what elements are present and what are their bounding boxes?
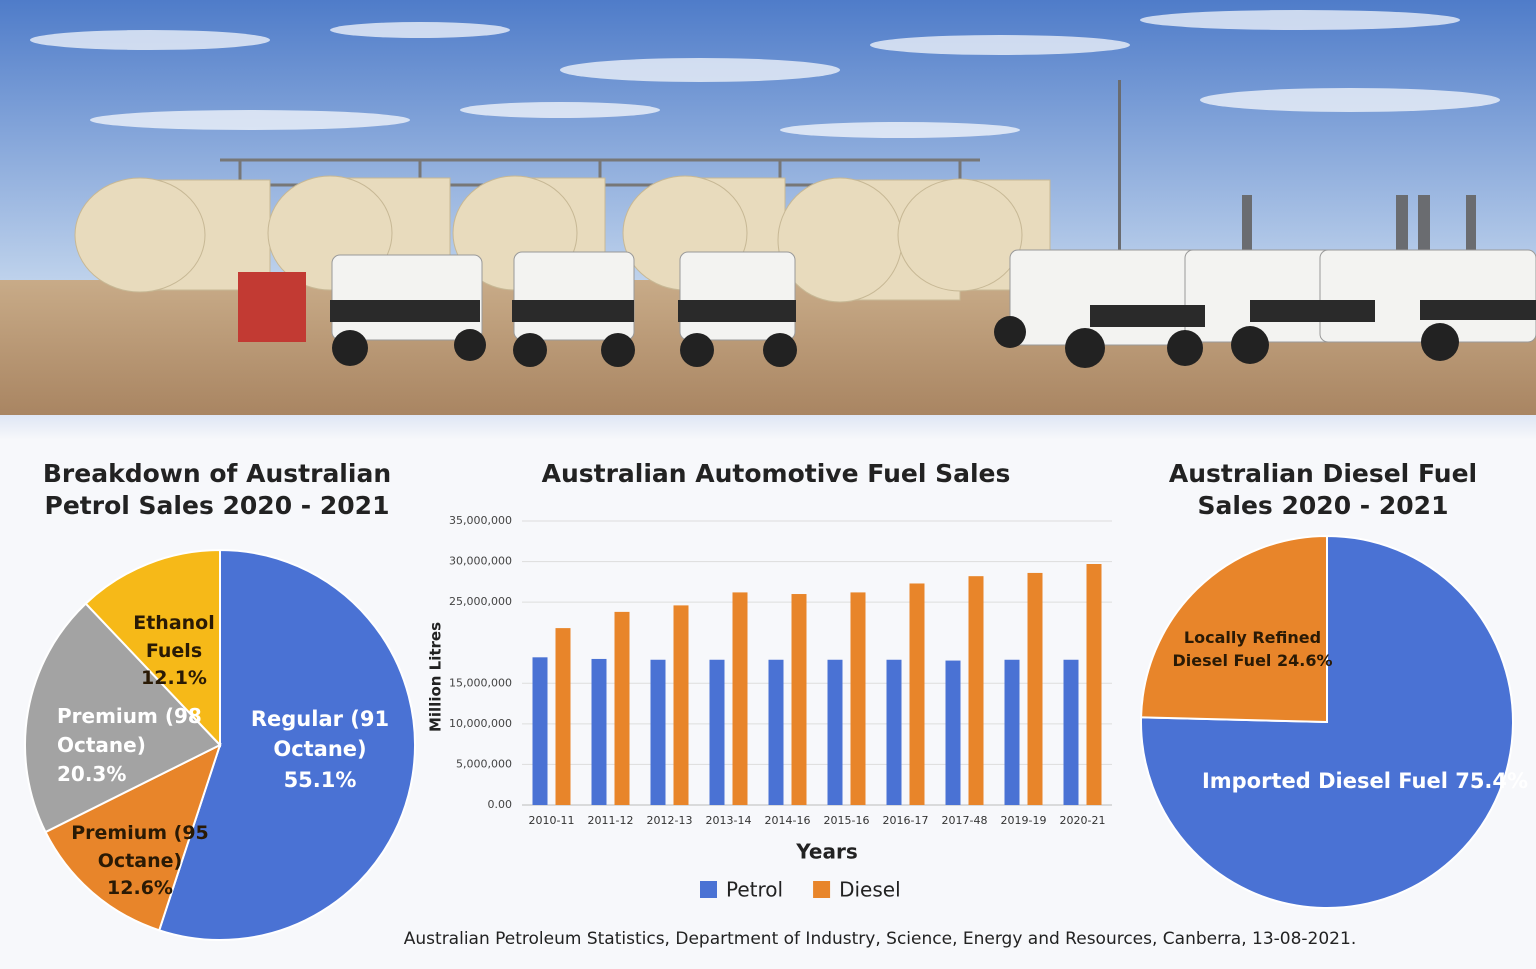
legend-label: Diesel — [839, 878, 901, 902]
slice-value: 75.4% — [1455, 769, 1529, 793]
legend-swatch — [813, 881, 831, 898]
pie-slice — [1140, 534, 1328, 724]
refinery — [1118, 80, 1476, 250]
bar — [673, 605, 689, 805]
bar — [1004, 659, 1020, 805]
y-tick-label: 0.00 — [488, 798, 513, 811]
x-tick-label: 2010-11 — [529, 814, 575, 827]
bar — [1086, 564, 1102, 805]
x-tick-label: 2011-12 — [588, 814, 634, 827]
pie-slice — [24, 602, 222, 834]
bar — [827, 659, 843, 805]
y-tick-label: 30,000,000 — [449, 555, 512, 568]
slice-value: 20.3% — [57, 762, 127, 786]
slice-name: Premium (95 Octane) — [71, 822, 209, 872]
bar — [791, 594, 807, 805]
slice-value: 12.6% — [107, 877, 173, 900]
source: Australian Petroleum Statistics, Departm… — [403, 929, 1357, 949]
chart-title: Australian Automotive Fuel Sales — [541, 459, 1011, 488]
slice-label: Imported Diesel Fuel 75.4% — [1200, 766, 1530, 796]
x-tick-label: 2015-16 — [824, 814, 870, 827]
slice-value: 12.1% — [141, 667, 207, 690]
clouds — [30, 10, 1500, 138]
pie-slice — [157, 548, 416, 941]
x-tick-label: 2019-19 — [1001, 814, 1047, 827]
x-tick-label: 2012-13 — [647, 814, 693, 827]
slice-label: Ethanol Fuels 12.1% — [124, 610, 224, 693]
bar — [768, 659, 784, 805]
chart-title: Breakdown of Australian Petrol Sales 202… — [42, 459, 392, 520]
bar — [850, 592, 866, 805]
pie-slice — [44, 743, 222, 932]
bar — [945, 660, 961, 805]
slice-value: 24.6% — [1276, 651, 1333, 671]
photo — [0, 0, 1536, 440]
bar — [650, 659, 666, 805]
y-tick-label: 35,000,000 — [449, 514, 512, 527]
legend-label: Petrol — [726, 878, 783, 902]
x-tick-label: 2017-48 — [942, 814, 988, 827]
slice-label: Locally Refined Diesel Fuel 24.6% — [1170, 626, 1335, 672]
legend-swatch — [700, 881, 717, 898]
bar — [614, 611, 630, 805]
bar — [532, 657, 548, 805]
slice-label: Regular (91 Octane) 55.1% — [245, 704, 395, 795]
pump — [238, 272, 306, 342]
pie-slice — [84, 548, 221, 748]
y-tick-label: 25,000,000 — [449, 595, 512, 608]
bar — [732, 592, 748, 805]
x-tick-label: 2016-17 — [883, 814, 929, 827]
slice-name: Locally Refined Diesel Fuel — [1172, 628, 1322, 671]
slice-name: Ethanol Fuels — [133, 612, 215, 662]
fade — [0, 415, 1536, 440]
vehicles — [330, 249, 1536, 368]
y-axis-label: Million Litres — [427, 622, 445, 732]
x-tick-label: 2020-21 — [1060, 814, 1106, 827]
slice-name: Regular (91 Octane) — [250, 707, 390, 762]
bar — [709, 659, 725, 805]
chart-title: Australian Diesel Fuel Sales 2020 - 2021 — [1168, 459, 1478, 520]
slice-value: 55.1% — [283, 767, 357, 792]
y-tick-label: 10,000,000 — [449, 717, 512, 730]
bar — [909, 583, 925, 805]
x-tick-label: 2014-16 — [765, 814, 811, 827]
bar — [1063, 659, 1079, 805]
bar — [968, 576, 984, 805]
slice-name: Premium (98 Octane) — [57, 704, 202, 757]
bar — [886, 659, 902, 805]
bar — [1027, 572, 1043, 805]
slice-name: Imported Diesel Fuel — [1201, 769, 1448, 793]
x-axis-label: Years — [795, 840, 857, 864]
y-tick-label: 5,000,000 — [456, 757, 512, 770]
x-tick-label: 2013-14 — [706, 814, 752, 827]
y-tick-label: 15,000,000 — [449, 676, 512, 689]
bar — [555, 628, 571, 805]
slice-label: Premium (95 Octane) 12.6% — [65, 820, 215, 903]
slice-label: Premium (98 Octane) 20.3% — [57, 702, 207, 789]
bar — [591, 658, 607, 805]
